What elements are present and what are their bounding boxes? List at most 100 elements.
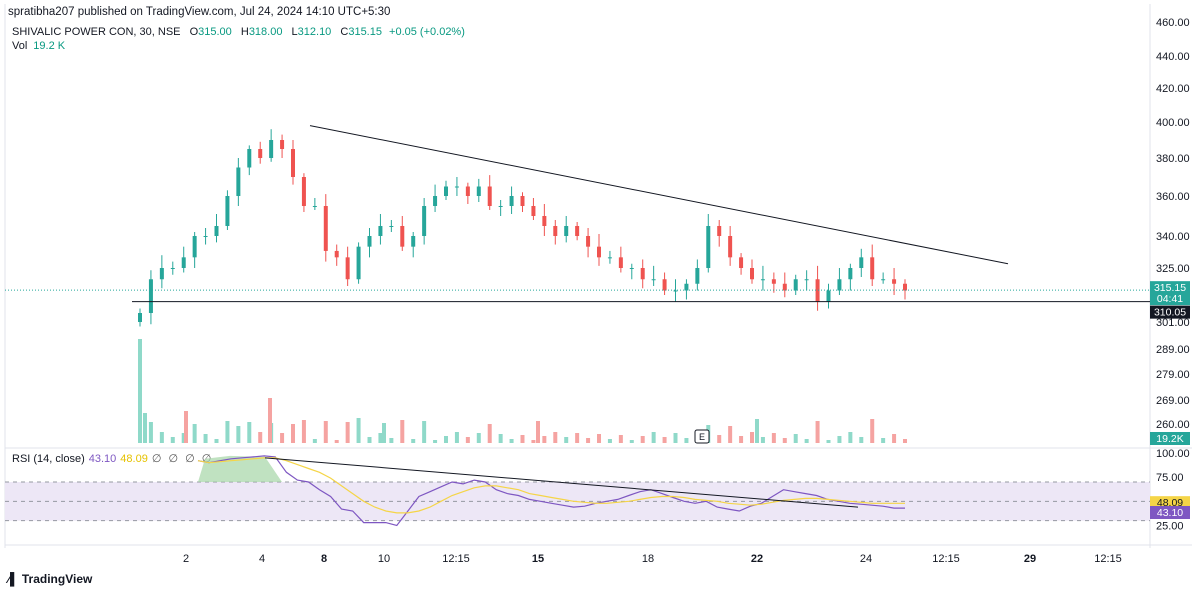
volume-value: 19.2 K [33,40,66,52]
close-value: 315.15 [348,26,382,38]
volume-bar [192,424,197,443]
published-line: spratibha207 published on TradingView.co… [8,6,391,18]
candle-body [181,257,186,268]
candle-body [739,257,744,268]
candle-body [138,313,142,322]
candle-body [651,279,656,281]
volume-axis-label: 19.2K [1156,433,1183,445]
price-tick-label: 279.00 [1156,369,1190,381]
candle-body [815,279,820,302]
volume-bar [367,437,372,443]
candle-body [870,257,875,280]
candle-body [892,279,897,284]
main-drawings: E [5,125,1150,444]
open-label: O [189,26,199,38]
candle-body [586,236,591,247]
open-value: 315.00 [198,26,232,38]
symbol-name[interactable]: SHIVALIC POWER CON, 30, NSE [12,26,181,38]
volume-bar [629,440,634,443]
volume-bar [465,437,470,443]
volume-bar [651,432,656,443]
volume-bar [159,432,164,443]
price-tick-label: 269.00 [1156,395,1190,407]
candle-body [323,206,328,251]
candle-body [575,226,580,236]
candle-body [269,140,274,158]
event-marker-label: E [699,432,705,442]
rsi-overbought-fill [198,455,282,482]
price-tick-label: 440.00 [1156,51,1190,63]
candle-body [247,149,252,168]
volume-box [1150,432,1190,445]
candle-body [444,186,448,196]
time-tick-label: 24 [860,553,872,565]
rsi-ma-line [197,457,905,514]
volume-bar [804,439,809,443]
symbol-legend[interactable]: SHIVALIC POWER CON, 30, NSE O315.00 H318… [12,26,465,38]
candle-body [214,226,219,236]
volume-bar [760,437,765,443]
candle-body [367,236,372,247]
volume-bar [487,424,492,443]
price-tick-label: 289.00 [1156,344,1190,356]
volume-legend[interactable]: Vol 19.2 K [12,40,65,52]
volume-bar [444,436,448,443]
candle-body [389,226,394,227]
time-tick-label: 2 [183,553,189,565]
candles [138,129,907,327]
volume-bar [170,437,175,443]
candle-body [411,236,416,247]
volume-spike [184,411,188,443]
volume-bar [334,440,339,443]
candle-body [771,279,776,284]
candle-body [760,279,765,281]
volume-spike [536,421,540,443]
candle-body [750,268,754,280]
volume-bar [509,439,514,443]
candle-body [225,196,230,226]
volume-bar [323,421,328,443]
candle-body [684,283,689,291]
candle-body [629,268,634,269]
volume-bar [411,439,416,443]
volume-bar [378,433,383,443]
volume-bar [389,438,394,443]
price-axis[interactable]: 460.00 440.00 420.00 400.00 380.00 360.00 340.… [1156,17,1190,533]
candle-body [258,149,263,158]
descending-trendline [309,125,1009,265]
rsi-placeholders: ∅ ∅ ∅ ∅ [151,453,214,465]
volume-label: Vol [12,40,28,52]
rsi-name[interactable]: RSI (14, close) [12,453,85,465]
volume-bar [236,426,241,443]
candle-body [531,206,536,216]
last-price-label: 315.15 [1154,282,1186,294]
candle-body [345,257,350,280]
rsi-axis-label: 43.10 [1157,507,1183,519]
time-tick-label: 10 [378,553,390,565]
tradingview-logo[interactable]: ⁄▌ TradingView [8,572,92,586]
volume-bar [859,437,864,443]
volume-bar [586,438,591,443]
volume-bar [870,419,875,443]
candle-body [509,196,514,206]
candle-body [159,268,164,280]
candle-body [553,226,558,236]
rsi-legend[interactable]: RSI (14, close) 43.10 48.09 ∅ ∅ ∅ ∅ [12,452,213,465]
candle-body [301,177,306,206]
volume-bar [280,433,285,443]
candle-body [662,279,667,291]
candle-body [618,257,623,268]
time-tick-label: 12:15 [1094,553,1122,565]
close-label: C [340,26,349,38]
price-tick-label: 260.00 [1156,419,1190,431]
rsi-box [1150,506,1190,520]
volume-bar [662,437,667,443]
volume-spike [755,419,759,443]
volume-bar [739,436,744,443]
volume-bar [684,438,689,443]
volume-bar [247,422,252,443]
time-axis[interactable]: 2 4 8 10 12:15 15 18 22 24 12:15 29 12:15 [183,553,1122,565]
time-tick-label: 18 [642,553,654,565]
candle-body [793,279,798,291]
